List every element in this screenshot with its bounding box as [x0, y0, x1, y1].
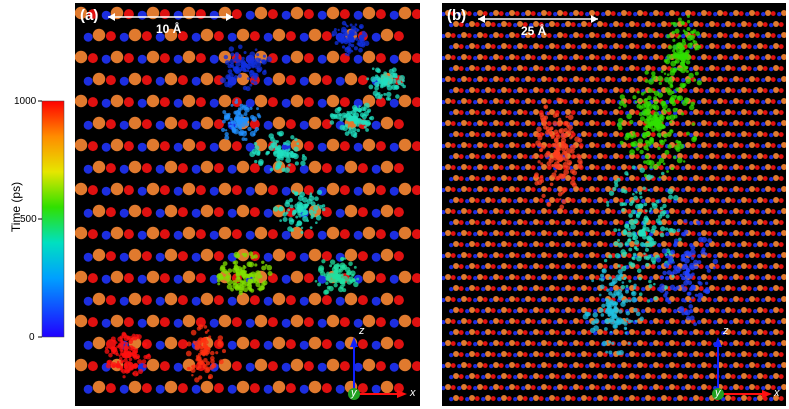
colorbar-tick-1000: 1000 [14, 96, 36, 107]
panel-a-axis-z: z [359, 325, 365, 337]
colorbar: Time (ps) 1000 500 0 [0, 0, 74, 409]
panel-b-axis-x: x [774, 387, 780, 399]
colorbar-tick-500: 500 [20, 214, 37, 225]
colorbar-gradient [0, 0, 74, 409]
panel-b-scale-bar [442, 3, 786, 406]
panel-a-axis-x: x [410, 387, 416, 399]
colorbar-tick-0: 0 [29, 332, 35, 343]
panel-b-axis-y: y [715, 387, 721, 399]
panel-b-simulation-image: (b) 25 Å z y x [442, 3, 786, 406]
panel-a-scale-bar [75, 3, 420, 406]
panel-a-simulation-image: (a) 10 Å z y x [75, 3, 420, 406]
panel-a-axis-y: y [351, 387, 357, 399]
panel-a-scale-label: 10 Å [156, 22, 181, 36]
panel-b-scale-label: 25 Å [521, 24, 546, 38]
panel-b-axis-z: z [723, 325, 729, 337]
